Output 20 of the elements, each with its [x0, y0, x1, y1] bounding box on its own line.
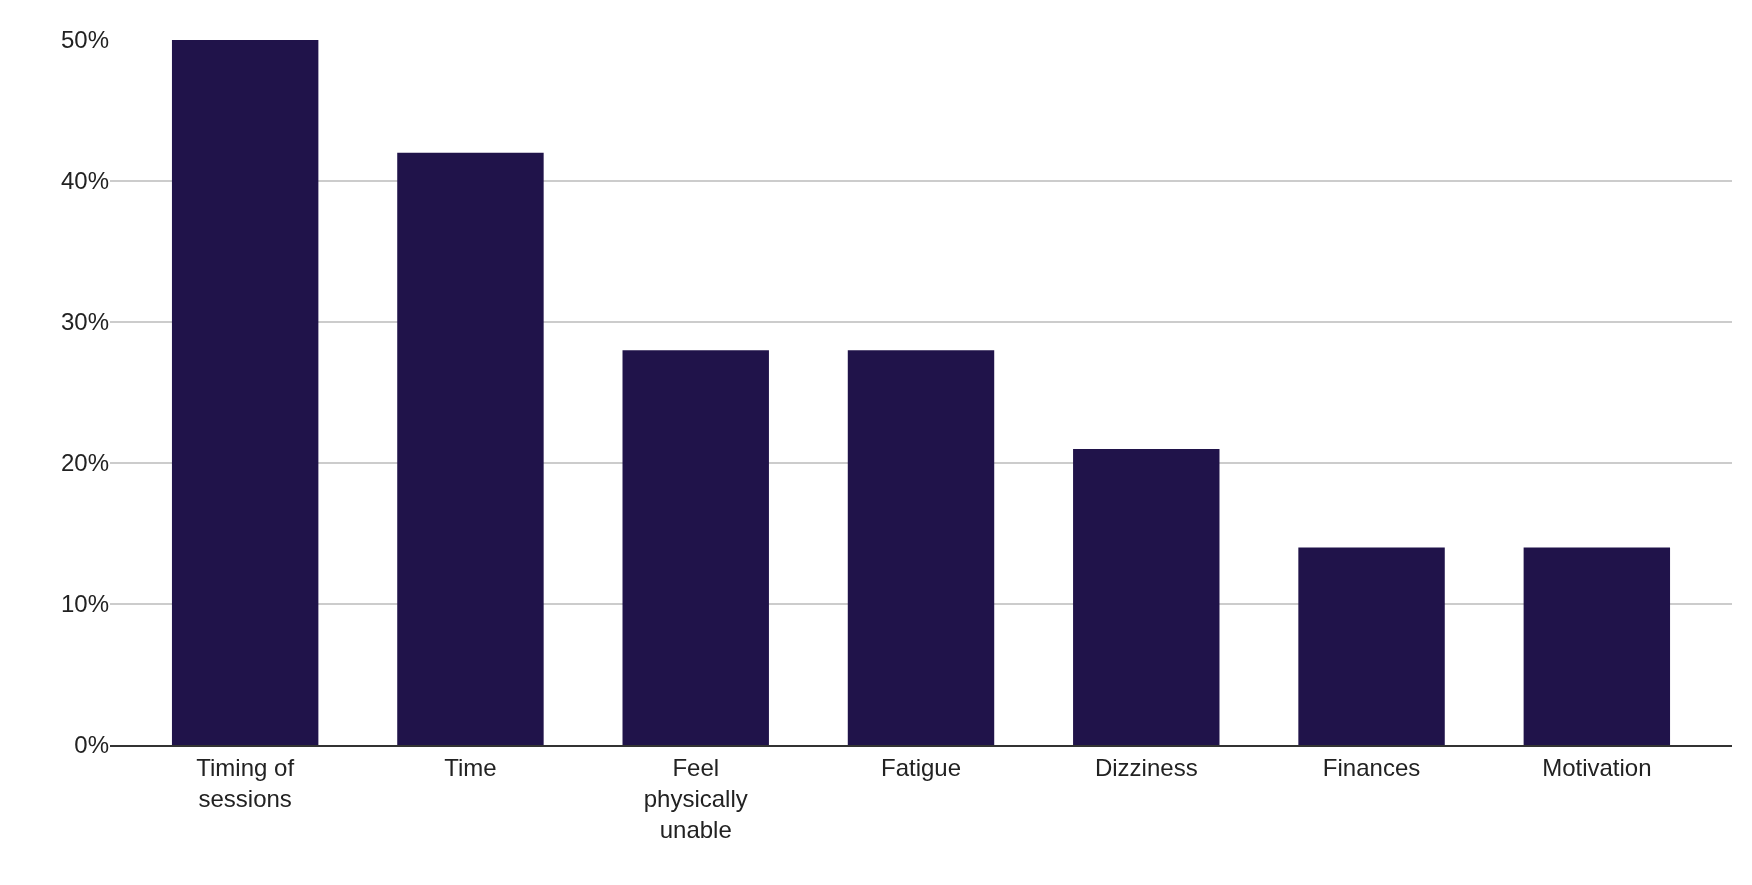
bar	[397, 152, 544, 745]
bar	[1523, 547, 1671, 745]
x-tick-label: Dizziness	[1094, 753, 1198, 781]
x-tick-label: Motivation	[1542, 753, 1652, 781]
y-tick-label: 10%	[60, 590, 109, 618]
bar	[1298, 547, 1445, 745]
x-tick-label: Fatigue	[880, 753, 962, 781]
x-tick-label: Timing of sessions	[196, 753, 295, 812]
y-tick-label: 20%	[60, 449, 109, 477]
y-tick-label: 50%	[60, 26, 109, 54]
bar	[847, 350, 995, 745]
x-tick-label: Time	[444, 753, 497, 781]
y-tick-label: 0%	[74, 731, 109, 759]
bar	[171, 40, 319, 745]
y-tick-label: 30%	[60, 308, 109, 336]
bar	[1073, 448, 1220, 745]
bar	[622, 350, 769, 745]
y-tick-label: 40%	[60, 167, 109, 195]
x-tick-label: Finances	[1322, 753, 1421, 781]
x-tick-label: Feel physically unable	[643, 753, 748, 844]
